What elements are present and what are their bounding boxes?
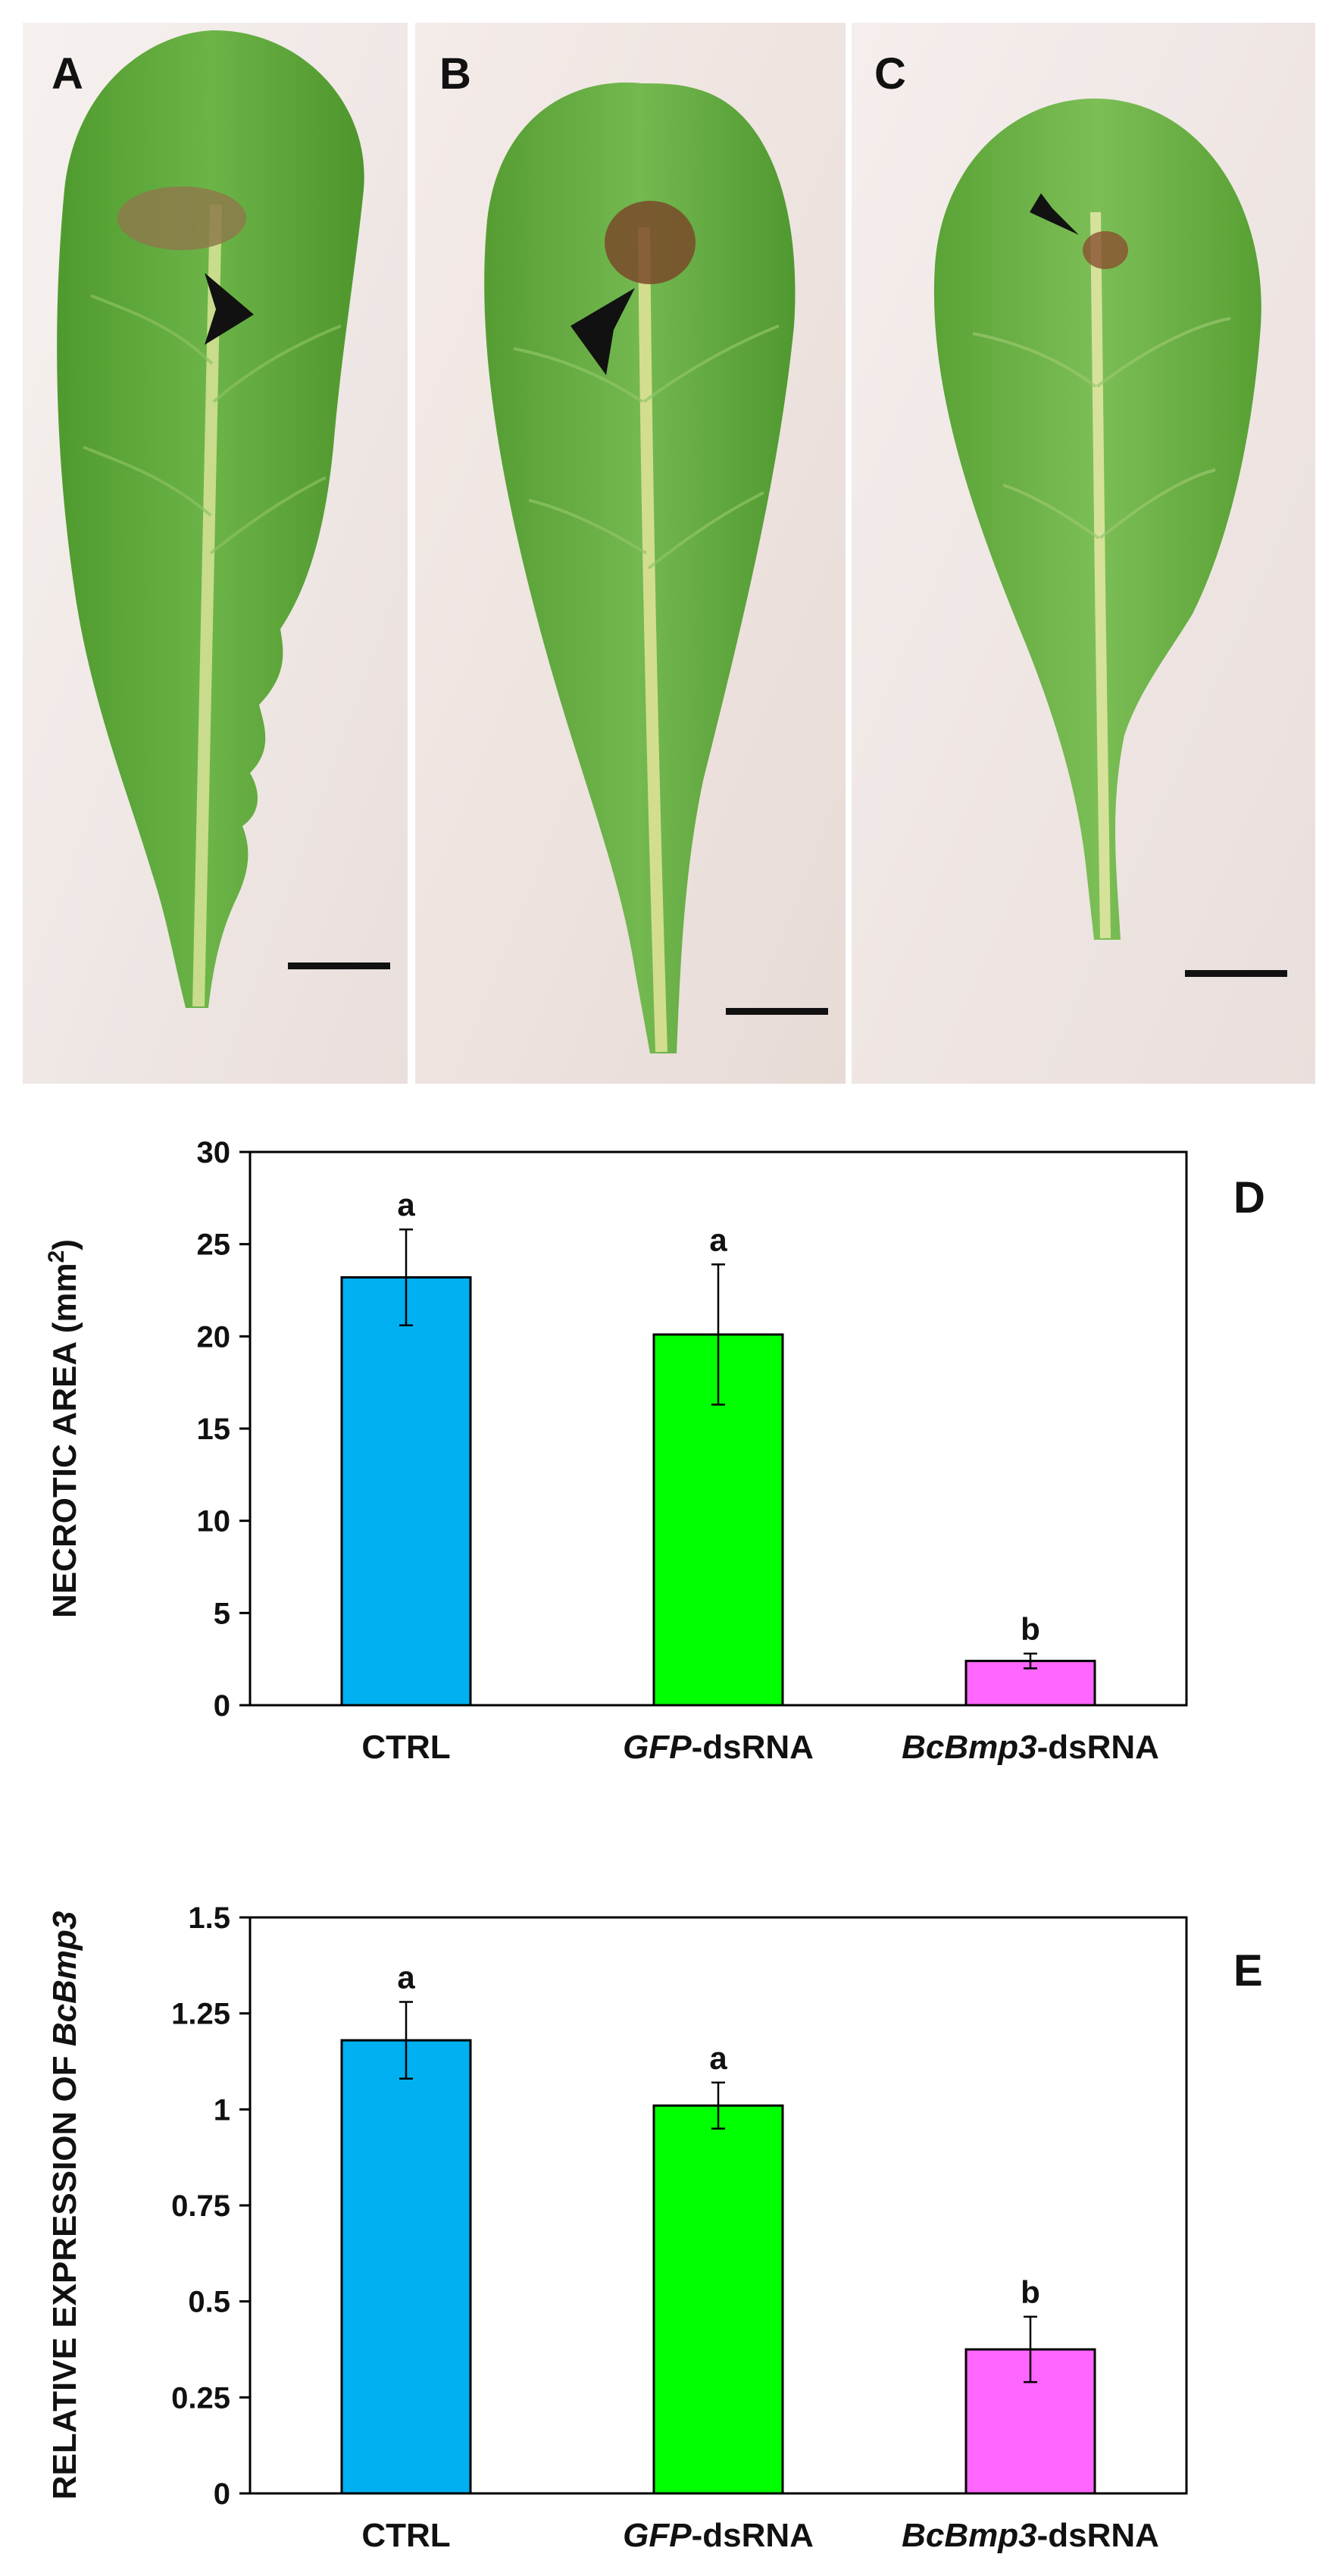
leaf-photo-a	[23, 23, 408, 1084]
panel-letter-c: C	[874, 49, 906, 99]
y-tick-label: 20	[197, 1320, 231, 1354]
panel-letter-b: B	[439, 49, 471, 99]
necrotic-lesion	[605, 201, 696, 284]
y-tick-label: 5	[214, 1597, 230, 1630]
chart-e-svg: 0 0.25 0.5 0.75 1 1.25 1.5 a CTRL a GFP-dsRNA b BcBm…	[46, 1901, 1263, 2554]
arrowhead-marker	[1030, 193, 1079, 235]
significance-letter: a	[397, 1187, 415, 1222]
y-axis-label: RELATIVE EXPRESSION OF BcBmp3	[46, 1911, 83, 2500]
leaf-vein	[972, 317, 1231, 540]
leaf-photo-b	[415, 23, 846, 1084]
panel-letter: D	[1233, 1173, 1265, 1222]
y-tick-label: 25	[197, 1229, 231, 1262]
arrowhead-marker	[205, 273, 254, 345]
y-tick-label: 1.5	[188, 1901, 230, 1935]
leaf-midrib	[638, 227, 667, 1053]
significance-letter: b	[1021, 2274, 1040, 2310]
y-tick-label: 0	[214, 1689, 230, 1723]
y-tick-label: 0.25	[171, 2381, 230, 2415]
significance-letter: a	[709, 1222, 727, 1257]
leaf-midrib	[1090, 211, 1111, 939]
significance-letter: a	[397, 1959, 415, 1995]
photo-panel-b: B	[415, 23, 846, 1084]
scale-bar	[726, 1008, 828, 1015]
necrotic-lesion	[1083, 231, 1128, 269]
scale-bar	[288, 962, 390, 969]
arrowhead-marker	[571, 288, 635, 375]
panel-letter-a: A	[52, 49, 83, 99]
chart-relative-expression: 0 0.25 0.5 0.75 1 1.25 1.5 a CTRL a GFP-dsRNA b BcBm…	[0, 1834, 1338, 2572]
leaf-vein	[83, 294, 342, 555]
y-tick-label: 10	[197, 1505, 231, 1538]
y-tick-label: 1.25	[171, 1998, 230, 2031]
y-tick-label: 0	[214, 2477, 230, 2511]
x-tick-label: BcBmp3-dsRNA	[902, 2517, 1159, 2554]
y-tick-label: 1	[214, 2093, 230, 2127]
leaf-blade	[484, 82, 796, 1053]
x-tick-label: GFP-dsRNA	[623, 2517, 814, 2554]
y-tick-label: 30	[197, 1136, 231, 1169]
chart-d-svg: 0 5 10 15 20 25 30 a CTRL a GFP-dsRNA b BcBmp3-dsRNA…	[44, 1136, 1265, 1766]
x-tick-label: CTRL	[361, 1729, 450, 1766]
photo-panel-c: C	[852, 23, 1315, 1084]
y-tick-label: 0.5	[188, 2286, 230, 2319]
necrotic-lesion	[117, 186, 246, 250]
leaf-photo-row: A B	[0, 0, 1338, 1091]
leaf-photo-c	[852, 23, 1315, 1084]
y-axis-label: NECROTIC AREA (mm2)	[44, 1239, 83, 1618]
significance-letter: a	[709, 2040, 727, 2076]
y-tick-label: 0.75	[171, 2189, 230, 2223]
bar	[652, 2104, 784, 2495]
x-tick-label: GFP-dsRNA	[623, 1729, 814, 1766]
bar	[340, 1275, 472, 1707]
scale-bar	[1185, 970, 1287, 977]
x-tick-label: CTRL	[361, 2517, 450, 2554]
photo-panel-a: A	[23, 23, 408, 1084]
bar	[340, 2039, 472, 2495]
significance-letter: b	[1021, 1611, 1040, 1647]
panel-letter: E	[1233, 1946, 1263, 1995]
y-tick-label: 15	[197, 1413, 231, 1446]
leaf-vein	[513, 324, 780, 570]
x-tick-label: BcBmp3-dsRNA	[902, 1729, 1159, 1766]
chart-necrotic-area: 0 5 10 15 20 25 30 a CTRL a GFP-dsRNA b BcBmp3-dsRNA…	[0, 1099, 1338, 1819]
